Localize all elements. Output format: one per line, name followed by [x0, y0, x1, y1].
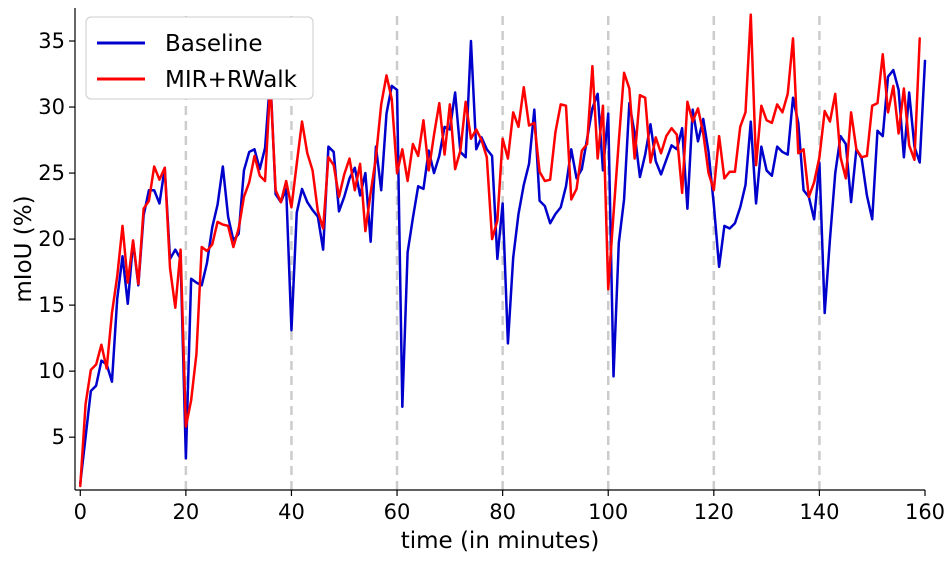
y-axis-label: mIoU (%)	[11, 195, 37, 302]
y-tick-label: 10	[38, 359, 65, 383]
y-tick-label: 25	[38, 161, 65, 185]
x-tick-label: 140	[799, 500, 839, 524]
series-line-0	[79, 39, 927, 485]
series-lines	[79, 13, 927, 488]
x-tick-label: 100	[588, 500, 628, 524]
series-line-1	[79, 13, 921, 488]
y-axis-ticks: 5 10 15 20 25 30 35	[38, 29, 75, 449]
axes	[74, 8, 925, 491]
legend-label-baseline: Baseline	[165, 31, 263, 57]
x-tick-label: 60	[384, 500, 411, 524]
x-tick-label: 20	[173, 500, 200, 524]
x-tick-label: 80	[489, 500, 516, 524]
y-tick-label: 5	[52, 425, 65, 449]
x-axis-label: time (in minutes)	[401, 528, 600, 554]
x-tick-label: 120	[694, 500, 734, 524]
x-tick-label: 40	[278, 500, 305, 524]
legend: Baseline MIR+RWalk	[85, 16, 314, 100]
y-tick-label: 20	[38, 227, 65, 251]
legend-label-mir-rwalk: MIR+RWalk	[165, 67, 298, 93]
x-axis-ticks: 0 20 40 60 80 100 120 140 160	[74, 490, 945, 524]
y-tick-label: 15	[38, 293, 65, 317]
y-tick-label: 35	[38, 29, 65, 53]
y-tick-label: 30	[38, 95, 65, 119]
x-tick-label: 160	[905, 500, 945, 524]
x-tick-label: 0	[74, 500, 87, 524]
